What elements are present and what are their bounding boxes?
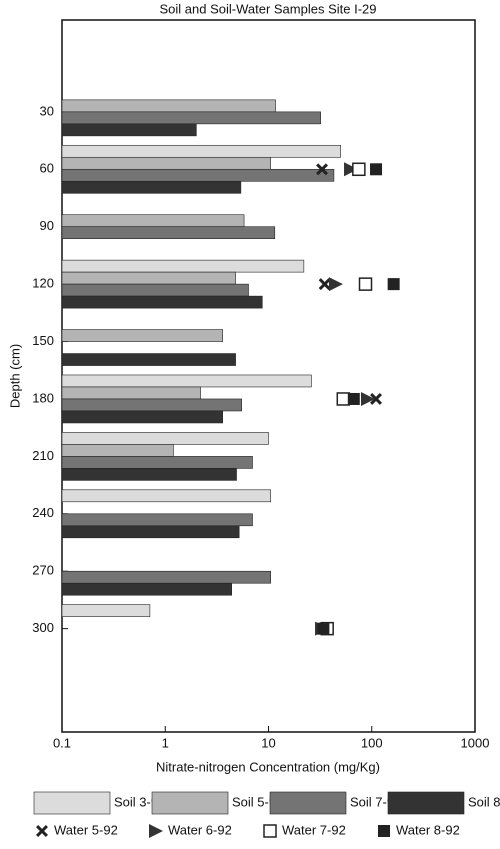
legend-label: Water 7-92 xyxy=(282,822,346,837)
bar xyxy=(61,525,240,539)
legend-marker xyxy=(149,824,163,838)
water-marker xyxy=(370,163,383,176)
bar xyxy=(61,283,249,297)
bar xyxy=(61,123,197,137)
bar xyxy=(61,489,271,503)
x-tick-label: 1 xyxy=(162,735,169,750)
y-tick-label: 90 xyxy=(40,218,54,233)
legend-marker xyxy=(36,825,48,837)
water-marker xyxy=(387,278,400,291)
legend-swatch xyxy=(269,791,347,815)
legend-label: Water 6-92 xyxy=(168,822,232,837)
y-tick-label: 150 xyxy=(32,333,54,348)
legend-label: Water 5-92 xyxy=(54,822,118,837)
water-marker xyxy=(344,162,359,177)
x-tick-label: 0.1 xyxy=(53,735,71,750)
water-marker xyxy=(316,163,328,176)
x-tick-label: 1000 xyxy=(461,735,490,750)
bar xyxy=(61,604,151,617)
y-axis-label: Depth (cm) xyxy=(7,344,22,408)
bar xyxy=(61,582,232,596)
bar xyxy=(61,386,201,400)
bar xyxy=(61,444,174,457)
bar xyxy=(61,111,321,125)
y-tick-label: 120 xyxy=(32,276,54,291)
bar xyxy=(61,353,236,366)
water-marker xyxy=(347,392,360,405)
bar xyxy=(61,570,271,584)
water-marker xyxy=(358,277,373,291)
water-marker xyxy=(336,392,351,406)
bar xyxy=(61,259,305,273)
legend-swatch xyxy=(33,791,111,815)
water-marker xyxy=(318,278,331,291)
bar xyxy=(61,513,253,527)
water-marker xyxy=(370,393,382,405)
bar xyxy=(61,156,271,170)
legend-swatch xyxy=(151,791,229,815)
legend-marker xyxy=(378,825,390,837)
bar xyxy=(61,329,223,342)
legend-marker xyxy=(263,824,277,838)
water-marker xyxy=(328,277,343,292)
bar xyxy=(61,99,276,113)
chart-title: Soil and Soil-Water Samples Site I-29 xyxy=(159,1,376,16)
bar xyxy=(61,214,245,228)
y-tick-label: 240 xyxy=(32,505,54,520)
y-tick-label: 300 xyxy=(32,620,54,635)
bar xyxy=(61,226,276,240)
bar xyxy=(61,410,223,424)
bar xyxy=(61,374,312,388)
y-tick-label: 210 xyxy=(32,448,54,463)
water-marker xyxy=(361,391,376,406)
bar xyxy=(61,271,236,285)
legend-swatch xyxy=(387,791,465,815)
water-marker xyxy=(352,162,366,177)
legend-label: Water 8-92 xyxy=(396,822,460,837)
y-tick-label: 30 xyxy=(40,103,54,118)
water-marker xyxy=(317,622,330,635)
bar xyxy=(61,432,269,445)
x-axis-label: Nitrate-nitrogen Concentration (mg/Kg) xyxy=(156,759,380,774)
bar xyxy=(61,168,335,182)
x-tick-label: 100 xyxy=(361,735,383,750)
bar xyxy=(61,456,253,469)
bar xyxy=(61,295,263,309)
bar xyxy=(61,144,341,158)
bar xyxy=(61,398,242,412)
bar xyxy=(61,468,237,481)
y-tick-label: 270 xyxy=(32,563,54,578)
bar xyxy=(61,180,242,194)
y-tick-label: 180 xyxy=(32,390,54,405)
y-tick-label: 60 xyxy=(40,161,54,176)
x-tick-label: 10 xyxy=(261,735,275,750)
legend-label: Soil 8-92 xyxy=(468,794,500,809)
